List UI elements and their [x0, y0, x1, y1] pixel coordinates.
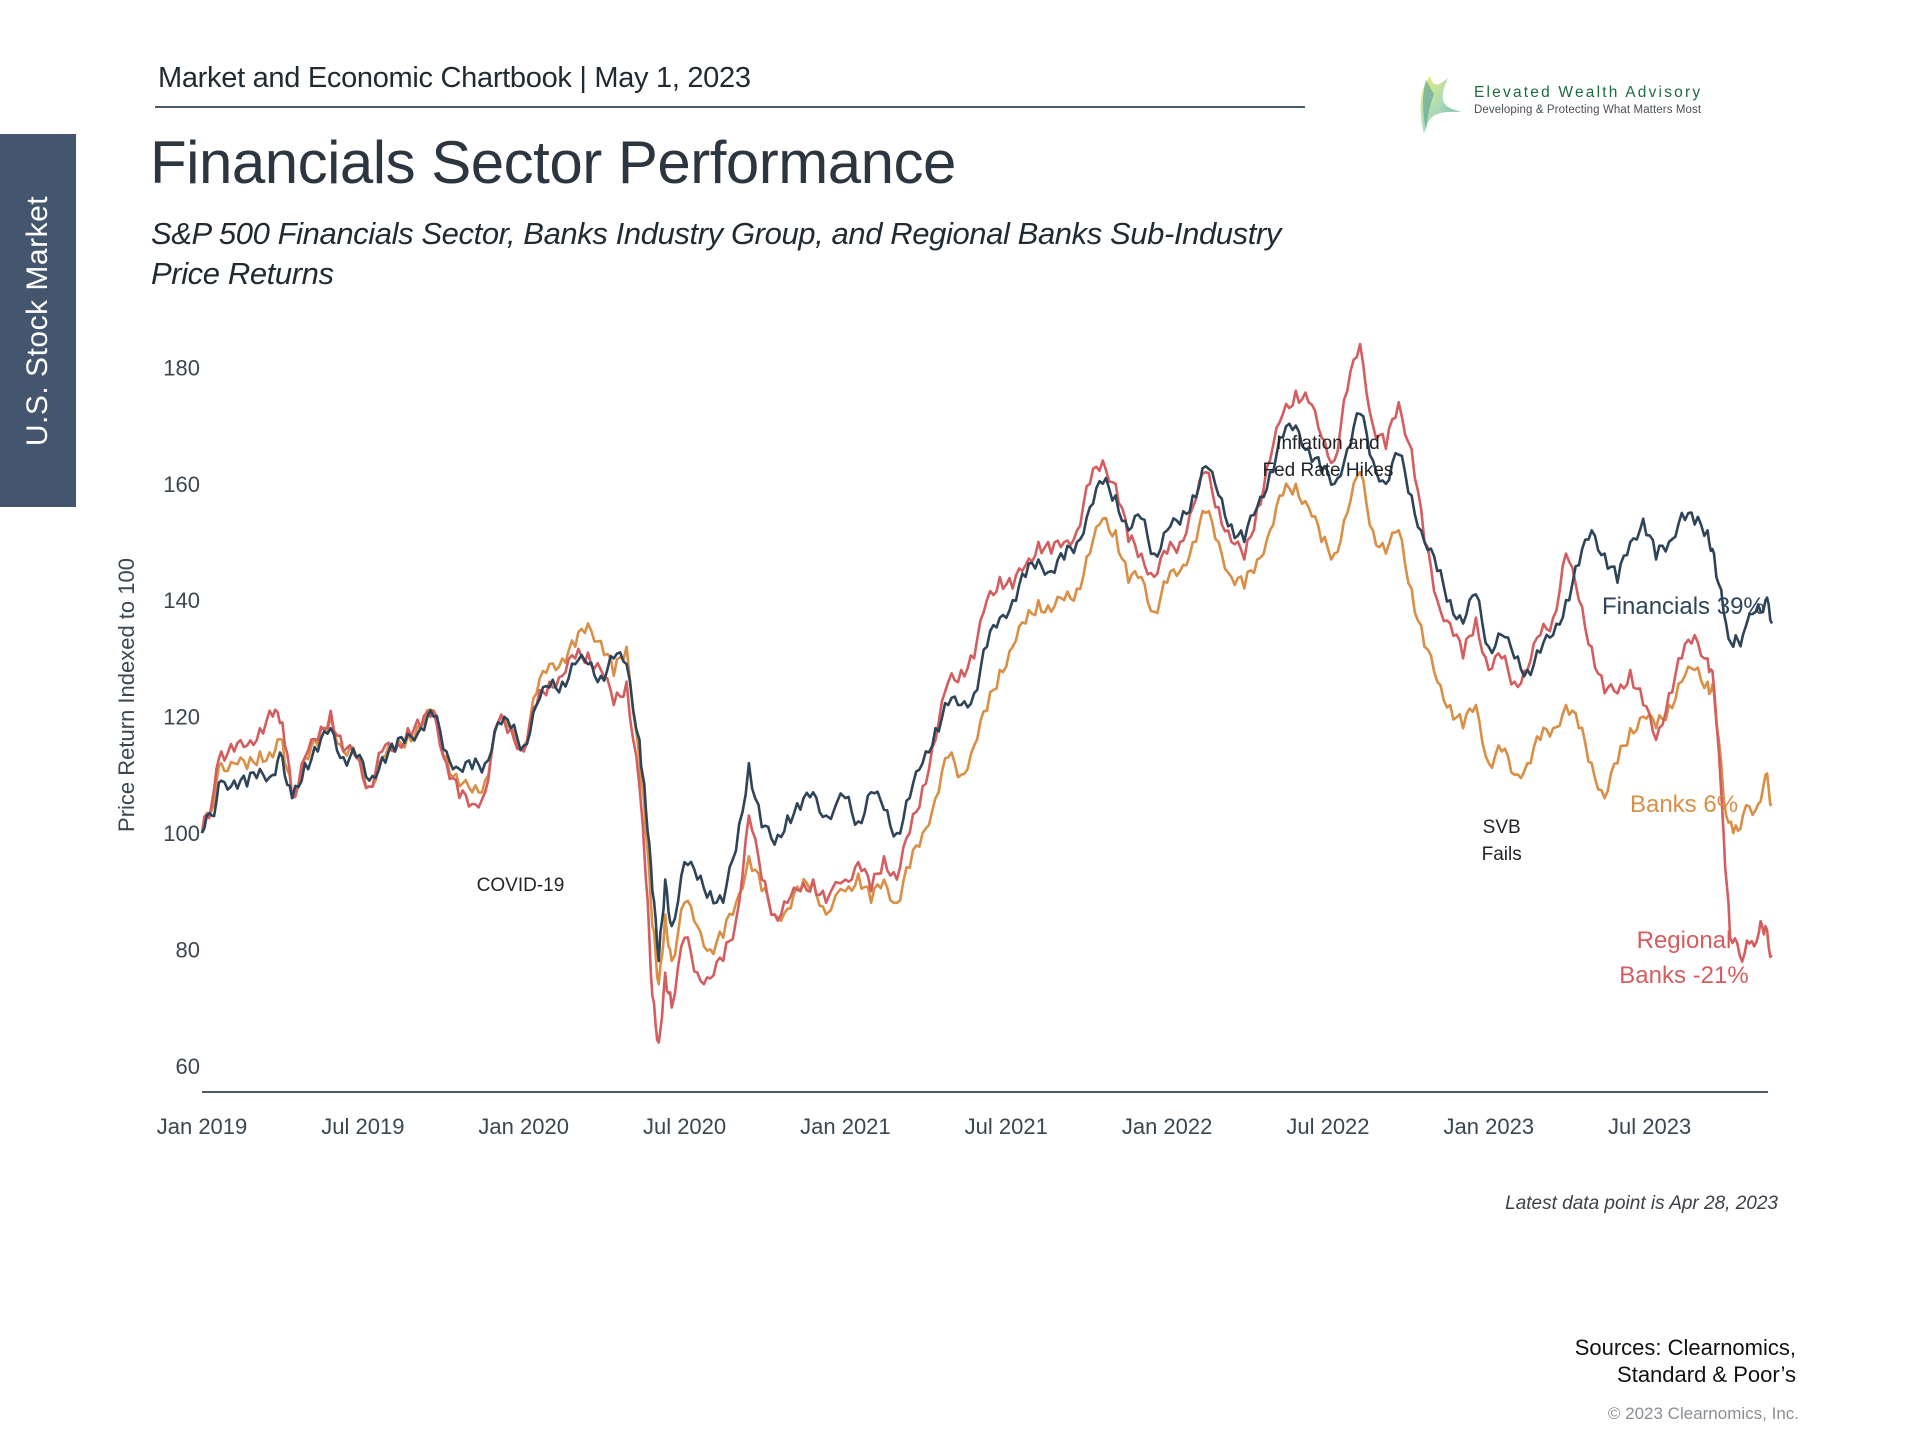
- x-tick-label: Jul 2022: [1286, 1114, 1369, 1139]
- header-divider: [155, 106, 1305, 108]
- series-end-label: Banks 6%: [1630, 791, 1738, 818]
- subtitle-line-2: Price Returns: [151, 256, 334, 291]
- y-axis-label: Price Return Indexed to 100: [114, 558, 139, 832]
- x-tick-label: Jan 2023: [1444, 1114, 1535, 1139]
- page-subtitle: S&P 500 Financials Sector, Banks Industr…: [151, 214, 1501, 294]
- chart-annotation: SVB: [1483, 817, 1521, 838]
- logo-tagline: Developing & Protecting What Matters Mos…: [1474, 104, 1702, 116]
- section-side-tab: U.S. Stock Market: [0, 134, 76, 507]
- x-tick-label: Jul 2021: [965, 1114, 1048, 1139]
- logo-name: Elevated Wealth Advisory: [1474, 84, 1703, 101]
- series-end-label: Banks -21%: [1619, 962, 1748, 989]
- sources-line-2: Standard & Poor’s: [1617, 1362, 1796, 1387]
- chart-annotation: Fed Rate Hikes: [1262, 460, 1393, 481]
- chart-annotation: COVID-19: [477, 875, 565, 896]
- y-tick-label: 60: [176, 1054, 200, 1079]
- chart-annotation: Fails: [1482, 844, 1522, 865]
- chart-annotation: Inflation and: [1276, 433, 1380, 454]
- chartbook-header: Market and Economic Chartbook | May 1, 2…: [158, 62, 751, 94]
- subtitle-line-1: S&P 500 Financials Sector, Banks Industr…: [151, 216, 1281, 251]
- copyright: © 2023 Clearnomics, Inc.: [1607, 1404, 1799, 1423]
- leaf-sail-logo-icon: [1418, 74, 1468, 136]
- x-tick-label: Jul 2020: [643, 1114, 726, 1139]
- x-tick-label: Jul 2023: [1608, 1114, 1691, 1139]
- x-tick-label: Jan 2020: [478, 1114, 569, 1139]
- x-tick-label: Jan 2019: [157, 1114, 248, 1139]
- series-end-label: Financials 39%: [1602, 593, 1765, 620]
- series-line-financials: [200, 412, 1774, 963]
- y-tick-label: 160: [163, 472, 200, 497]
- sources-line-1: Sources: Clearnomics,: [1574, 1335, 1796, 1360]
- x-tick-label: Jul 2019: [321, 1114, 404, 1139]
- latest-data-note: Latest data point is Apr 28, 2023: [1505, 1193, 1778, 1214]
- y-tick-label: 140: [163, 588, 200, 613]
- y-tick-label: 180: [163, 355, 200, 380]
- y-tick-label: 120: [163, 705, 200, 730]
- series-line-regional-banks: [200, 342, 1773, 1044]
- sources-note: Sources: Clearnomics, Standard & Poor’s: [1400, 1334, 1796, 1388]
- page-title: Financials Sector Performance: [150, 129, 956, 196]
- series-line-banks: [200, 470, 1773, 986]
- y-tick-label: 100: [163, 821, 200, 846]
- series-end-label: Regional: [1637, 927, 1732, 954]
- y-tick-label: 80: [176, 937, 200, 962]
- x-tick-label: Jan 2021: [800, 1114, 891, 1139]
- x-tick-label: Jan 2022: [1122, 1114, 1213, 1139]
